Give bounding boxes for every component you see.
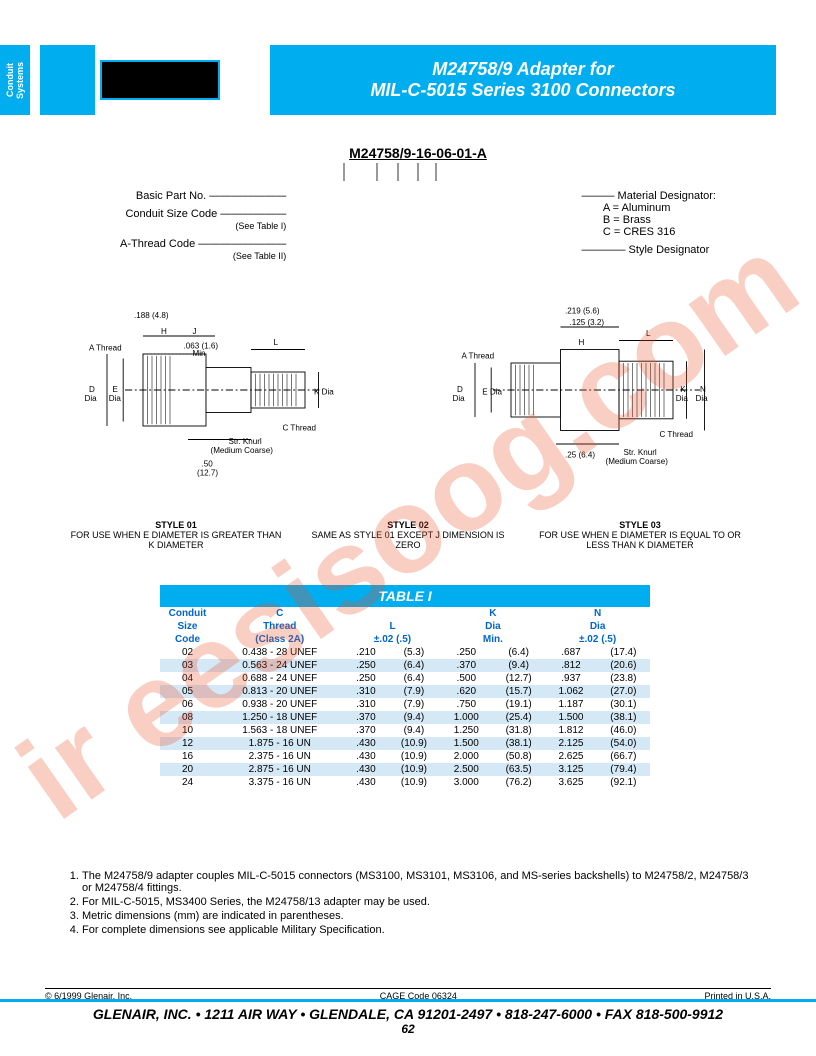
table-row: 030.563 - 24 UNEF.250(6.4).370(9.4).812(… — [160, 659, 650, 672]
conduit-size-table: Conduit C K N Size Thread L Dia Dia Code… — [160, 607, 650, 789]
svg-text:.50: .50 — [202, 460, 214, 469]
note-1: The M24758/9 adapter couples MIL-C-5015 … — [82, 870, 756, 894]
note-3: Metric dimensions (mm) are indicated in … — [82, 910, 756, 922]
svg-text:Dia: Dia — [109, 394, 122, 403]
svg-text:A Thread: A Thread — [462, 352, 495, 361]
svg-text:(Medium Coarse): (Medium Coarse) — [606, 457, 669, 466]
header-logo-box — [100, 60, 220, 100]
table-row: 101.563 - 18 UNEF.370(9.4)1.250(31.8)1.8… — [160, 724, 650, 737]
svg-text:Dia: Dia — [676, 394, 689, 403]
svg-text:N: N — [700, 385, 706, 394]
svg-text:Str. Knurl: Str. Knurl — [229, 437, 262, 446]
style-captions: STYLE 01 FOR USE WHEN E DIAMETER IS GREA… — [60, 520, 756, 550]
part-number: M24758/9-16-06-01-A — [120, 145, 716, 161]
svg-text:K: K — [680, 385, 686, 394]
callout-basic-part: Basic Part No. ——————— — [120, 190, 286, 202]
table-row: 162.375 - 16 UN.430(10.9)2.000(50.8)2.62… — [160, 750, 650, 763]
style-01-caption: STYLE 01 FOR USE WHEN E DIAMETER IS GREA… — [60, 520, 292, 550]
notes: The M24758/9 adapter couples MIL-C-5015 … — [60, 870, 756, 938]
svg-text:C Thread: C Thread — [660, 430, 694, 439]
callout-a-thread: A-Thread Code ————————(See Table II) — [120, 238, 286, 262]
table-row: 060.938 - 20 UNEF.310(7.9).750(19.1)1.18… — [160, 698, 650, 711]
callout-conduit-size: Conduit Size Code ——————(See Table I) — [120, 208, 286, 232]
svg-text:.125 (3.2): .125 (3.2) — [570, 318, 605, 327]
svg-text:Min: Min — [193, 349, 206, 358]
table-row: 040.688 - 24 UNEF.250(6.4).500(12.7).937… — [160, 672, 650, 685]
style-02-caption: STYLE 02 SAME AS STYLE 01 EXCEPT J DIMEN… — [292, 520, 524, 550]
svg-text:.219 (5.6): .219 (5.6) — [565, 307, 600, 316]
table-title: TABLE I — [160, 585, 650, 607]
table-row: 081.250 - 18 UNEF.370(9.4)1.000(25.4)1.5… — [160, 711, 650, 724]
table-row: 050.813 - 20 UNEF.310(7.9).620(15.7)1.06… — [160, 685, 650, 698]
callout-style: ———— Style Designator — [582, 244, 717, 256]
table-row: 202.875 - 16 UN.430(10.9)2.500(63.5)3.12… — [160, 763, 650, 776]
title-line-1: M24758/9 Adapter for — [270, 59, 776, 80]
header-spacer — [230, 45, 260, 115]
svg-text:(Medium Coarse): (Medium Coarse) — [211, 446, 274, 455]
part-number-breakdown: M24758/9-16-06-01-A Basic Part No. —————… — [120, 145, 716, 268]
svg-text:E: E — [112, 385, 118, 394]
svg-text:E Dia: E Dia — [482, 388, 502, 397]
page-number: 62 — [0, 1022, 816, 1036]
table-body: 020.438 - 28 UNEF.210(5.3).250(6.4).687(… — [160, 646, 650, 789]
style-03-caption: STYLE 03 FOR USE WHEN E DIAMETER IS EQUA… — [524, 520, 756, 550]
header-row: M24758/9 Adapter for MIL-C-5015 Series 3… — [40, 45, 776, 115]
diagram-style-01: .188 (4.8) HJ .063 (1.6)Min L A Thread D… — [60, 300, 388, 510]
svg-text:H: H — [579, 338, 585, 347]
title-line-2: MIL-C-5015 Series 3100 Connectors — [270, 80, 776, 101]
svg-text:L: L — [646, 329, 651, 338]
svg-text:A Thread: A Thread — [89, 343, 122, 352]
table-row: 121.875 - 16 UN.430(10.9)1.500(38.1)2.12… — [160, 737, 650, 750]
table-row: 020.438 - 28 UNEF.210(5.3).250(6.4).687(… — [160, 646, 650, 659]
header-decor-1 — [40, 45, 95, 115]
table-head: Conduit C K N Size Thread L Dia Dia Code… — [160, 607, 650, 646]
table-1: TABLE I Conduit C K N Size Thread L Dia … — [160, 585, 650, 789]
note-2: For MIL-C-5015, MS3400 Series, the M2475… — [82, 896, 756, 908]
page-title: M24758/9 Adapter for MIL-C-5015 Series 3… — [270, 45, 776, 115]
svg-text:H: H — [161, 327, 167, 336]
note-4: For complete dimensions see applicable M… — [82, 924, 756, 936]
side-tab: Conduit Systems — [0, 45, 30, 115]
svg-text:.25 (6.4): .25 (6.4) — [565, 451, 595, 460]
svg-text:.188 (4.8): .188 (4.8) — [134, 311, 169, 320]
svg-text:Dia: Dia — [453, 394, 466, 403]
callout-material: ——— Material Designator: A = Aluminum B … — [582, 190, 717, 238]
svg-text:D: D — [457, 385, 463, 394]
svg-text:(12.7): (12.7) — [197, 469, 218, 478]
svg-text:L: L — [274, 338, 279, 347]
footer-address: GLENAIR, INC. • 1211 AIR WAY • GLENDALE,… — [0, 999, 816, 1036]
technical-drawings: .188 (4.8) HJ .063 (1.6)Min L A Thread D… — [60, 300, 756, 510]
callout-lines-top — [120, 163, 716, 181]
svg-text:Dia: Dia — [696, 394, 709, 403]
svg-text:Dia: Dia — [85, 394, 98, 403]
svg-text:Str. Knurl: Str. Knurl — [624, 448, 657, 457]
svg-text:J: J — [193, 327, 197, 336]
svg-text:D: D — [89, 385, 95, 394]
svg-text:C Thread: C Thread — [283, 424, 317, 433]
diagram-style-03: .219 (5.6) .125 (3.2) L H A Thread D E Di… — [428, 300, 756, 510]
svg-text:K Dia: K Dia — [314, 388, 334, 397]
table-row: 243.375 - 16 UN.430(10.9)3.000(76.2)3.62… — [160, 776, 650, 789]
